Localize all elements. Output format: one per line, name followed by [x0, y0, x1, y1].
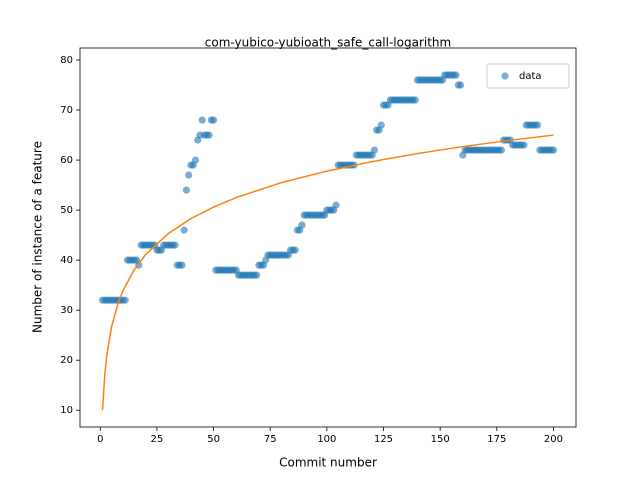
data-point [182, 186, 190, 194]
x-tick-label: 0 [97, 434, 103, 445]
x-tick-label: 125 [374, 434, 393, 445]
x-tick-label: 200 [544, 434, 563, 445]
legend-marker [501, 72, 509, 80]
x-tick-label: 175 [487, 434, 506, 445]
data-point [185, 171, 193, 179]
x-tick-label: 100 [317, 434, 336, 445]
y-tick-label: 30 [60, 305, 73, 316]
data-point [456, 81, 465, 89]
x-tick-label: 75 [264, 434, 277, 445]
data-point [452, 71, 460, 79]
data-point [209, 116, 218, 124]
x-tick-label: 25 [151, 434, 164, 445]
y-tick-label: 10 [60, 405, 73, 416]
fit-line [101, 134, 554, 411]
data-point [377, 121, 385, 129]
data-point [253, 271, 261, 279]
legend-box [486, 63, 570, 89]
data-point [549, 146, 558, 154]
y-tick-label: 40 [60, 255, 73, 266]
data-point [205, 131, 213, 139]
data-point [533, 121, 542, 129]
y-tick-label: 50 [60, 205, 73, 216]
data-point [411, 96, 419, 104]
y-tick-label: 20 [60, 355, 73, 366]
chart-title: com-yubico-yubioath_safe_call-logarithm [205, 36, 451, 50]
data-point [178, 261, 186, 269]
y-tick-label: 70 [60, 105, 73, 116]
data-point [520, 141, 528, 149]
x-axis-label: Commit number [279, 456, 377, 470]
plot-frame [79, 47, 577, 428]
y-axis-label: Number of instance of a feature [31, 141, 45, 333]
data-point [191, 156, 200, 164]
y-tick-label: 80 [60, 55, 73, 66]
data-point [332, 201, 340, 209]
data-point [370, 146, 379, 154]
data-point [298, 221, 306, 229]
legend-label: data [519, 71, 542, 82]
x-tick-label: 50 [207, 434, 220, 445]
y-tick-label: 60 [60, 155, 73, 166]
x-tick-label: 150 [431, 434, 450, 445]
data-point [121, 296, 129, 304]
data-point [497, 146, 505, 154]
data-point [171, 241, 179, 249]
data-point [291, 246, 299, 254]
data-point [180, 226, 188, 234]
data-point [198, 116, 206, 124]
